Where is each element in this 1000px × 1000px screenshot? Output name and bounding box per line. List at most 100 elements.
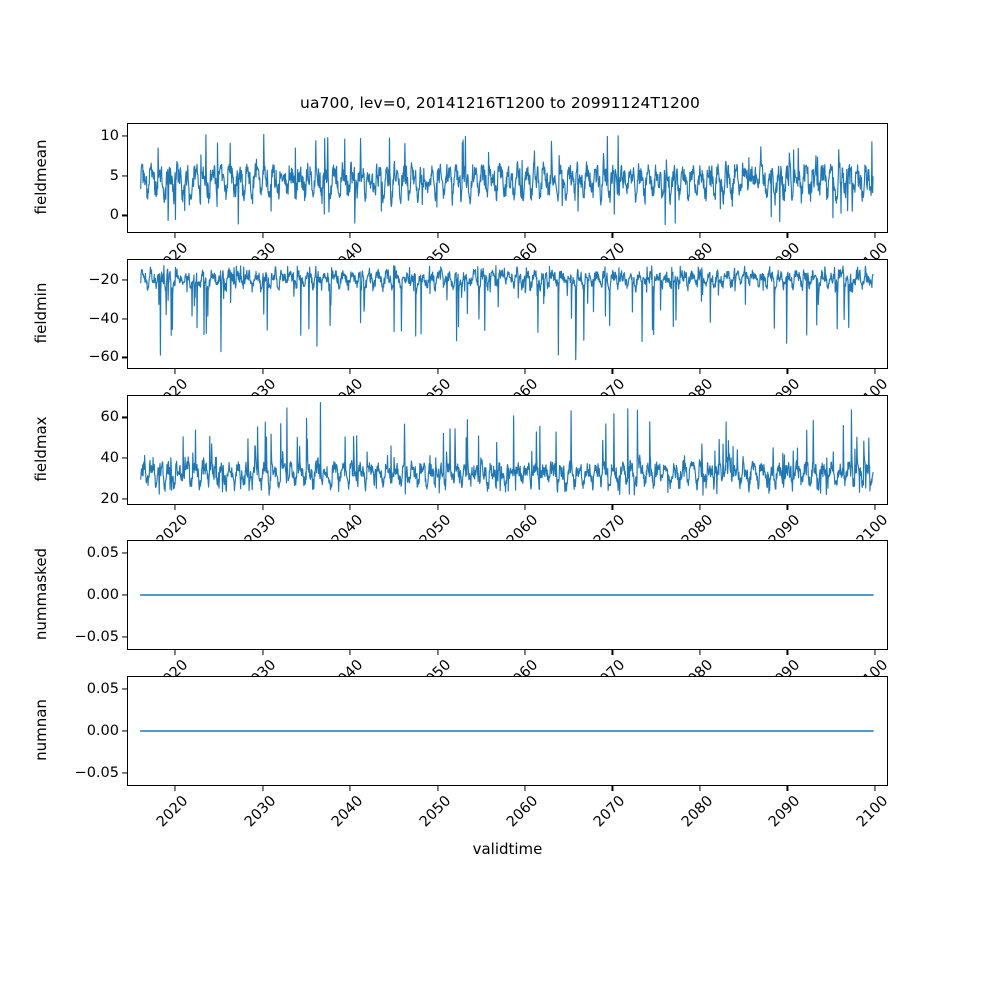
x-ticklabel-numnan-3: 2050 bbox=[416, 793, 454, 831]
y-tickmark-fieldmean-0 bbox=[122, 214, 127, 216]
axes-frame-nummasked bbox=[127, 540, 888, 650]
subplot-nummasked: −0.050.000.05nummasked202020302040205020… bbox=[32, 540, 891, 694]
axes-frame-numnan bbox=[127, 676, 888, 786]
series-fieldmin bbox=[128, 260, 887, 368]
x-ticklabel-numnan-6: 2080 bbox=[678, 793, 717, 831]
y-tickmark-numnan-2 bbox=[122, 688, 127, 690]
series-fieldmax bbox=[128, 396, 887, 504]
series-nummasked bbox=[128, 541, 887, 649]
x-tickmark-fieldmin-2 bbox=[349, 369, 351, 374]
x-tickmark-fieldmax-3 bbox=[436, 505, 439, 510]
y-tickmark-nummasked-2 bbox=[122, 552, 127, 554]
y-tickmark-numnan-1 bbox=[122, 730, 127, 732]
y-ticklabel-fieldmin-2: −60 bbox=[88, 349, 119, 366]
x-tickmark-fieldmean-8 bbox=[874, 233, 876, 238]
x-tickmark-nummasked-5 bbox=[611, 650, 613, 655]
x-tickmark-numnan-2 bbox=[349, 786, 351, 791]
x-tickmark-numnan-4 bbox=[524, 786, 526, 791]
x-tickmark-fieldmin-3 bbox=[436, 369, 439, 374]
x-tickmark-nummasked-8 bbox=[874, 650, 876, 655]
y-ticklabel-fieldmin-0: −20 bbox=[88, 272, 119, 289]
y-axis-label-fieldmean: fieldmean bbox=[32, 139, 50, 215]
x-tickmark-nummasked-2 bbox=[349, 650, 351, 655]
x-tickmark-numnan-5 bbox=[611, 786, 613, 791]
y-ticklabel-numnan-1: 0.00 bbox=[86, 723, 119, 739]
x-ticklabel-numnan-1: 2030 bbox=[241, 793, 279, 831]
x-tickmark-fieldmax-1 bbox=[262, 505, 264, 510]
x-tickmark-fieldmean-1 bbox=[262, 233, 264, 238]
y-ticklabel-nummasked-0: −0.05 bbox=[74, 628, 119, 645]
x-tickmark-fieldmin-6 bbox=[699, 369, 701, 374]
subplot-fieldmean: 0510fieldmean202020302040205020602070208… bbox=[32, 123, 891, 277]
x-ticklabel-numnan-5: 2070 bbox=[591, 793, 629, 831]
x-tickmark-nummasked-1 bbox=[262, 650, 264, 655]
y-ticklabel-fieldmax-1: 40 bbox=[100, 450, 119, 467]
y-axis-label-fieldmin: fieldmin bbox=[32, 282, 50, 344]
y-tickmark-fieldmean-2 bbox=[122, 135, 127, 137]
x-tickmark-nummasked-3 bbox=[436, 650, 439, 655]
x-tickmark-nummasked-6 bbox=[699, 650, 701, 655]
x-tickmark-numnan-6 bbox=[699, 786, 701, 791]
y-ticklabel-fieldmean-0: 0 bbox=[109, 207, 119, 224]
axes-frame-fieldmin bbox=[127, 259, 888, 369]
y-ticklabel-fieldmean-2: 10 bbox=[100, 127, 119, 144]
x-tickmark-fieldmean-6 bbox=[699, 233, 701, 238]
y-ticklabel-numnan-0: −0.05 bbox=[74, 764, 119, 781]
y-ticklabel-fieldmax-2: 60 bbox=[100, 409, 119, 426]
y-tickmark-fieldmean-1 bbox=[122, 175, 127, 177]
x-tickmark-fieldmean-3 bbox=[436, 233, 439, 238]
axes-frame-fieldmean bbox=[127, 123, 888, 233]
x-tickmark-nummasked-7 bbox=[786, 650, 788, 655]
x-tickmark-numnan-8 bbox=[874, 786, 876, 791]
x-tickmark-fieldmax-4 bbox=[524, 505, 526, 510]
x-tickmark-fieldmax-0 bbox=[174, 505, 176, 510]
x-tickmark-nummasked-0 bbox=[174, 650, 176, 655]
x-tickmark-fieldmin-1 bbox=[262, 369, 264, 374]
subplot-numnan: −0.05 0.00 0.05 numnan 2020 2030 2040 2050 2060 2… bbox=[32, 676, 891, 830]
x-tickmark-fieldmean-5 bbox=[611, 233, 613, 238]
x-tickmark-fieldmax-8 bbox=[874, 505, 876, 510]
y-ticklabel-numnan-2: 0.05 bbox=[86, 681, 119, 698]
y-tickmark-nummasked-0 bbox=[122, 636, 127, 638]
subplot-fieldmin: −20−40−60fieldmin20202030204020502060207… bbox=[32, 259, 891, 413]
x-ticklabel-numnan-2: 2040 bbox=[328, 793, 367, 831]
x-tickmark-fieldmax-2 bbox=[349, 505, 351, 510]
x-tickmark-fieldmean-2 bbox=[349, 233, 351, 238]
x-tickmark-fieldmean-4 bbox=[524, 233, 526, 238]
y-tickmark-fieldmin-0 bbox=[122, 279, 127, 281]
x-tickmark-fieldmax-6 bbox=[699, 505, 701, 510]
x-tickmark-fieldmax-7 bbox=[786, 505, 788, 510]
y-ticklabel-fieldmean-1: 5 bbox=[109, 167, 119, 184]
y-tickmark-nummasked-1 bbox=[122, 594, 127, 596]
x-tickmark-fieldmin-0 bbox=[174, 369, 176, 374]
x-tickmark-nummasked-4 bbox=[524, 650, 526, 655]
y-tickmark-fieldmin-2 bbox=[122, 356, 127, 358]
x-tickmark-fieldmean-0 bbox=[174, 233, 176, 238]
x-axis-label: validtime bbox=[472, 840, 543, 858]
x-tickmark-fieldmin-7 bbox=[786, 369, 788, 374]
x-tickmark-numnan-3 bbox=[436, 786, 439, 791]
x-ticklabel-numnan-4: 2060 bbox=[503, 793, 542, 831]
x-tickmark-fieldmean-7 bbox=[786, 233, 788, 238]
y-tickmark-fieldmax-0 bbox=[122, 498, 127, 500]
x-tickmark-fieldmin-8 bbox=[874, 369, 876, 374]
x-tickmark-fieldmax-5 bbox=[611, 505, 613, 510]
subplot-fieldmax: 20 40 60 fieldmax 2020 2030 2040 2050 2060 2070 20… bbox=[32, 395, 891, 549]
series-fieldmean bbox=[128, 124, 887, 232]
x-tickmark-numnan-1 bbox=[262, 786, 264, 791]
figure-title: ua700, lev=0, 20141216T1200 to 20991124T… bbox=[300, 94, 700, 112]
x-ticklabel-numnan-8: 2100 bbox=[853, 793, 892, 831]
y-ticklabel-fieldmax-0: 20 bbox=[100, 490, 119, 507]
x-tickmark-fieldmin-4 bbox=[524, 369, 526, 374]
y-ticklabel-nummasked-2: 0.05 bbox=[86, 545, 119, 562]
y-tickmark-fieldmin-1 bbox=[122, 318, 127, 320]
y-tickmark-numnan-0 bbox=[122, 772, 127, 774]
y-ticklabel-fieldmin-1: −40 bbox=[88, 310, 119, 327]
x-tickmark-fieldmin-5 bbox=[611, 369, 613, 374]
axes-frame-fieldmax bbox=[127, 395, 888, 505]
y-ticklabel-nummasked-1: 0.00 bbox=[86, 587, 119, 603]
x-tickmark-numnan-7 bbox=[786, 786, 788, 791]
y-axis-label-numnan: numnan bbox=[32, 699, 50, 761]
x-ticklabel-numnan-7: 2090 bbox=[766, 793, 804, 831]
